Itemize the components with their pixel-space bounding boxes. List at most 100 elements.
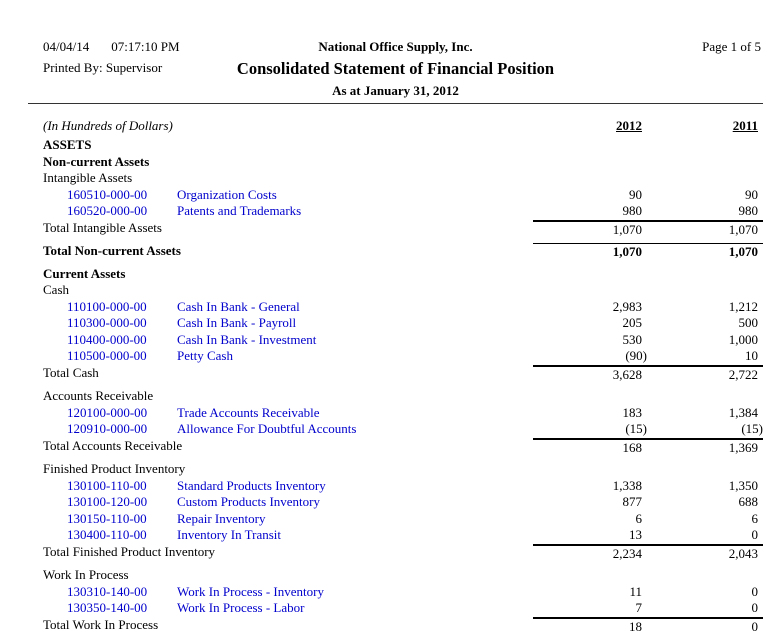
section-heading-label: Accounts Receivable — [43, 388, 154, 403]
amount-2012-cell: 6 — [635, 510, 643, 526]
account-label: 110300-000-00 Cash In Bank - Payroll — [28, 315, 533, 332]
account-name-link[interactable]: Allowance For Doubtful Accounts — [177, 421, 357, 436]
report-time: 07:17:10 PM — [111, 39, 180, 54]
amount-2011-cell: 2,722 — [647, 364, 763, 384]
amount-2012-cell: (90) — [625, 348, 647, 363]
account-name-link[interactable]: Work In Process - Inventory — [177, 583, 324, 599]
account-name-link[interactable]: Cash In Bank - Payroll — [177, 315, 297, 330]
units-note: (In Hundreds of Dollars) — [43, 118, 173, 133]
section-heading: Work In Process — [28, 567, 763, 584]
amount-2012-cell: 13 — [629, 527, 642, 542]
amount-2011-cell — [647, 282, 763, 299]
amount-2012-cell: 2,983 — [612, 298, 642, 314]
account-row: 110300-000-00 Cash In Bank - Payroll 205 50… — [28, 315, 763, 332]
total-label: Total Cash — [43, 364, 99, 380]
total-row: Total Non-current Assets 1,070 1,070 — [28, 243, 763, 261]
section-heading: ASSETS — [28, 137, 763, 154]
total-label: Total Work In Process — [43, 616, 159, 632]
amount-2011-cell: (15) — [741, 421, 763, 436]
account-code-link[interactable]: 130100-110-00 — [67, 477, 147, 493]
account-code-link[interactable]: 120910-000-00 — [67, 421, 148, 436]
account-label: 120910-000-00 Allowance For Doubtful Acco… — [28, 421, 533, 438]
amount-2012-cell — [533, 388, 647, 405]
amount-2011-cell — [647, 567, 763, 584]
report-date: 04/04/14 — [43, 39, 90, 54]
amount-2011-cell — [647, 170, 763, 187]
column-header-2012: 2012 — [616, 118, 642, 133]
account-name-link[interactable]: Work In Process - Labor — [177, 600, 305, 615]
account-code-link[interactable]: 110400-000-00 — [67, 331, 147, 347]
account-row: 130310-140-00 Work In Process - Inventory… — [28, 584, 763, 601]
amount-2011-cell: 1,369 — [647, 437, 763, 457]
account-row: 110400-000-00 Cash In Bank - Investment 53… — [28, 332, 763, 349]
account-name-link[interactable]: Inventory In Transit — [177, 527, 281, 542]
account-label: 130310-140-00 Work In Process - Inventory — [28, 584, 533, 601]
account-code-link[interactable]: 130100-120-00 — [67, 494, 148, 509]
account-code-link[interactable]: 130310-140-00 — [67, 583, 148, 599]
amount-2012-cell — [533, 567, 647, 584]
section-heading-label: Non-current Assets — [43, 153, 150, 169]
total-row: Total Accounts Receivable 168 1,369 — [28, 437, 763, 457]
section-heading: Current Assets — [28, 266, 763, 283]
account-row: 110100-000-00 Cash In Bank - General 2,983… — [28, 299, 763, 316]
amount-2011-cell — [647, 266, 763, 283]
section-heading: Non-current Assets — [28, 154, 763, 171]
amount-2011-cell: 90 — [745, 186, 758, 202]
account-name-link[interactable]: Repair Inventory — [177, 510, 266, 526]
amount-2011-cell: 1,384 — [728, 404, 758, 420]
section-heading-label: Work In Process — [43, 567, 129, 582]
account-name-link[interactable]: Trade Accounts Receivable — [177, 404, 320, 420]
account-name-link[interactable]: Patents and Trademarks — [177, 203, 302, 218]
total-row: Total Cash 3,628 2,722 — [28, 364, 763, 384]
amount-2012-cell: 1,338 — [612, 477, 642, 493]
account-name-link[interactable]: Standard Products Inventory — [177, 477, 326, 493]
amount-2011-cell: 2,043 — [647, 543, 763, 563]
account-row: 130350-140-00 Work In Process - Labor 7 0 — [28, 600, 763, 617]
account-code-link[interactable]: 110100-000-00 — [67, 298, 147, 314]
amount-2012-cell: 1,070 — [533, 243, 647, 261]
account-name-link[interactable]: Petty Cash — [177, 348, 233, 363]
amount-2011-cell: 1,350 — [728, 477, 758, 493]
account-code-link[interactable]: 160520-000-00 — [67, 203, 148, 218]
account-code-link[interactable]: 130400-110-00 — [67, 527, 147, 542]
amount-2012-cell — [533, 137, 647, 154]
section-heading: Accounts Receivable — [28, 388, 763, 405]
amount-2012-cell — [533, 282, 647, 299]
account-name-link[interactable]: Cash In Bank - Investment — [177, 331, 317, 347]
page-number: Page 1 of 5 — [702, 39, 761, 54]
printed-by: Printed By: Supervisor — [43, 60, 163, 75]
amount-2011-cell: 688 — [738, 494, 759, 509]
amount-2012-cell: 90 — [629, 186, 642, 202]
account-code-link[interactable]: 130350-140-00 — [67, 600, 148, 615]
account-row: 160520-000-00 Patents and Trademarks 980 98… — [28, 203, 763, 220]
account-row: 130100-120-00 Custom Products Inventory 87… — [28, 494, 763, 511]
account-label: 130100-110-00 Standard Products Inventory — [28, 478, 533, 495]
account-code-link[interactable]: 120100-000-00 — [67, 404, 148, 420]
amount-2011-cell: 0 — [751, 527, 759, 542]
account-code-link[interactable]: 130150-110-00 — [67, 510, 147, 526]
report-title: Consolidated Statement of Financial Posi… — [236, 59, 555, 78]
account-code-link[interactable]: 110300-000-00 — [67, 315, 147, 330]
report-header: 04/04/14 07:17:10 PM Printed By: Supervi… — [28, 36, 763, 104]
section-heading: Finished Product Inventory — [28, 461, 763, 478]
account-label: 160520-000-00 Patents and Trademarks — [28, 203, 533, 220]
account-label: 120100-000-00 Trade Accounts Receivable — [28, 405, 533, 422]
section-heading-label: Intangible Assets — [43, 170, 133, 185]
section-heading: Intangible Assets — [28, 170, 763, 187]
amount-2012-cell: 3,628 — [533, 364, 647, 384]
account-name-link[interactable]: Custom Products Inventory — [177, 494, 320, 509]
amount-2011-cell: 1,070 — [647, 219, 763, 239]
amount-2012-cell: 11 — [629, 583, 642, 599]
account-name-link[interactable]: Organization Costs — [177, 186, 277, 202]
amount-2011-cell: 500 — [738, 315, 759, 330]
account-code-link[interactable]: 110500-000-00 — [67, 348, 147, 363]
amount-2011-cell: 0 — [751, 583, 759, 599]
amount-2012-cell: 18 — [533, 616, 647, 635]
section-heading-label: Current Assets — [43, 265, 126, 281]
amount-2012-cell: 980 — [622, 203, 643, 218]
account-code-link[interactable]: 160510-000-00 — [67, 186, 148, 202]
amount-2011-cell: 10 — [745, 348, 758, 363]
account-name-link[interactable]: Cash In Bank - General — [177, 298, 300, 314]
amount-2011-cell — [647, 388, 763, 405]
